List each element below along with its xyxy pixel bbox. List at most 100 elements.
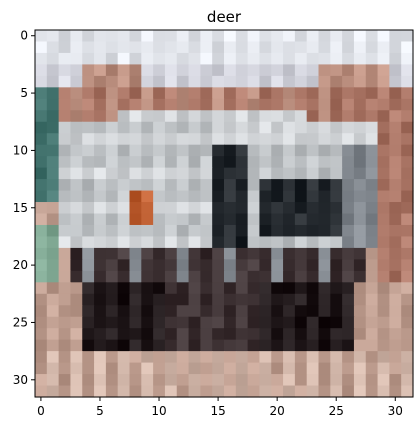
image-pixel — [389, 328, 402, 341]
image-pixel — [58, 179, 72, 192]
image-pixel — [294, 110, 308, 123]
image-pixel — [200, 202, 213, 215]
image-pixel — [176, 202, 190, 215]
image-pixel — [46, 259, 60, 272]
image-pixel — [141, 282, 154, 295]
image-pixel — [164, 305, 178, 318]
image-pixel — [259, 224, 272, 238]
image-pixel — [188, 282, 201, 295]
image-pixel — [117, 110, 131, 123]
image-pixel — [117, 316, 131, 329]
image-pixel — [94, 167, 107, 180]
image-pixel — [35, 110, 48, 123]
image-pixel — [271, 328, 284, 341]
image-pixel — [342, 98, 355, 111]
image-pixel — [365, 224, 379, 238]
image-pixel — [271, 282, 284, 295]
image-pixel — [212, 156, 225, 169]
image-pixel — [129, 282, 142, 295]
image-pixel — [188, 213, 201, 226]
image-pixel — [212, 133, 225, 146]
image-pixel — [105, 362, 119, 375]
image-pixel — [365, 30, 379, 43]
image-pixel — [188, 133, 201, 146]
image-pixel — [365, 202, 379, 215]
image-pixel — [365, 374, 379, 387]
image-pixel — [82, 236, 95, 249]
image-pixel — [105, 202, 119, 215]
image-pixel — [306, 121, 320, 134]
image-pixel — [82, 75, 95, 88]
image-pixel — [224, 110, 237, 123]
image-pixel — [94, 259, 107, 272]
image-pixel — [283, 190, 296, 203]
image-pixel — [35, 270, 48, 283]
image-pixel — [283, 52, 296, 66]
image-pixel — [46, 75, 60, 88]
image-pixel — [188, 30, 201, 43]
image-pixel — [176, 259, 190, 272]
image-pixel — [271, 64, 284, 77]
image-pixel — [401, 305, 414, 318]
image-pixel — [153, 110, 166, 123]
image-pixel — [153, 64, 166, 77]
image-pixel — [283, 202, 296, 215]
image-pixel — [105, 144, 119, 157]
image-pixel — [58, 305, 72, 318]
image-pixel — [318, 87, 331, 100]
image-pixel — [212, 282, 225, 295]
x-tick-label: 5 — [96, 404, 104, 418]
image-pixel — [212, 247, 225, 260]
image-pixel — [70, 259, 83, 272]
image-pixel — [318, 362, 331, 375]
image-pixel — [389, 282, 402, 295]
image-pixel — [353, 270, 367, 283]
image-pixel — [271, 224, 284, 238]
image-pixel — [342, 362, 355, 375]
image-pixel — [153, 293, 166, 306]
image-pixel — [141, 41, 154, 54]
image-pixel — [377, 213, 390, 226]
image-pixel — [212, 224, 225, 238]
image-pixel — [105, 75, 119, 88]
image-pixel — [117, 75, 131, 88]
image-pixel — [70, 75, 83, 88]
image-pixel — [212, 41, 225, 54]
image-pixel — [153, 351, 166, 364]
image-pixel — [271, 30, 284, 43]
image-pixel — [294, 247, 308, 260]
image-pixel — [247, 305, 261, 318]
image-pixel — [294, 87, 308, 100]
image-pixel — [389, 270, 402, 283]
image-pixel — [271, 98, 284, 111]
image-pixel — [271, 52, 284, 66]
image-pixel — [389, 339, 402, 352]
image-pixel — [377, 385, 390, 398]
image-pixel — [353, 121, 367, 134]
image-pixel — [377, 87, 390, 100]
image-pixel — [377, 30, 390, 43]
image-pixel — [306, 351, 320, 364]
image-pixel — [35, 75, 48, 88]
image-pixel — [401, 64, 414, 77]
image-pixel — [330, 167, 343, 180]
image-pixel — [259, 98, 272, 111]
image-pixel — [342, 87, 355, 100]
image-pixel — [330, 351, 343, 364]
image-pixel — [200, 339, 213, 352]
image-pixel — [94, 75, 107, 88]
image-pixel — [342, 339, 355, 352]
image-pixel — [129, 351, 142, 364]
image-pixel — [82, 339, 95, 352]
image-pixel — [401, 362, 414, 375]
image-pixel — [306, 282, 320, 295]
image-pixel — [35, 202, 48, 215]
image-pixel — [235, 87, 249, 100]
image-pixel — [46, 236, 60, 249]
x-tick-label: 20 — [270, 404, 285, 418]
image-pixel — [259, 316, 272, 329]
image-pixel — [35, 156, 48, 169]
image-pixel — [82, 305, 95, 318]
image-pixel — [58, 213, 72, 226]
image-pixel — [46, 110, 60, 123]
